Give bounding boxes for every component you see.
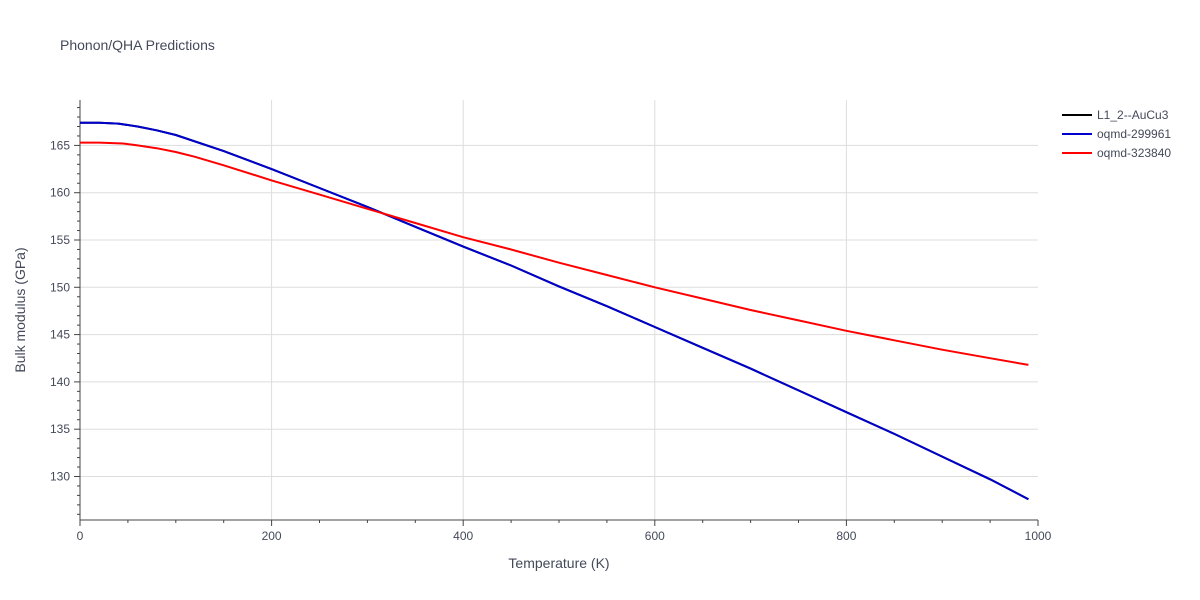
x-tick-label: 600 <box>645 529 665 543</box>
x-tick-label: 200 <box>262 529 282 543</box>
chart-title: Phonon/QHA Predictions <box>60 37 215 53</box>
y-tick-label: 150 <box>50 280 70 294</box>
x-axis-title: Temperature (K) <box>508 555 609 571</box>
legend-label: L1_2--AuCu3 <box>1097 108 1169 122</box>
series-line-L1_2--AuCu3[interactable] <box>80 121 1029 501</box>
y-tick-label: 160 <box>50 186 70 200</box>
legend-item[interactable]: oqmd-323840 <box>1062 146 1171 160</box>
x-tick-label: 800 <box>836 529 856 543</box>
x-tick-label: 1000 <box>1025 529 1052 543</box>
y-tick-label: 155 <box>50 233 70 247</box>
legend-item[interactable]: oqmd-299961 <box>1062 127 1171 141</box>
x-tick-label: 400 <box>453 529 473 543</box>
y-tick-label: 140 <box>50 375 70 389</box>
series-group <box>80 121 1029 501</box>
y-tick-label: 165 <box>50 138 70 152</box>
y-axis-title: Bulk modulus (GPa) <box>12 247 28 372</box>
y-tick-label: 130 <box>50 469 70 483</box>
grid <box>80 100 1038 520</box>
x-tick-label: 0 <box>77 529 84 543</box>
axes: 0 200 400 600 800 1000 130 135 140 145 150 155 160 16… <box>50 100 1052 543</box>
legend-item[interactable]: L1_2--AuCu3 <box>1062 108 1169 122</box>
legend-label: oqmd-323840 <box>1097 146 1171 160</box>
series-line-oqmd-323840[interactable] <box>80 141 1029 366</box>
y-tick-label: 145 <box>50 328 70 342</box>
legend[interactable]: L1_2--AuCu3 oqmd-299961 oqmd-323840 <box>1062 108 1171 160</box>
legend-label: oqmd-299961 <box>1097 127 1171 141</box>
series-line-oqmd-299961[interactable] <box>80 121 1029 501</box>
y-tick-label: 135 <box>50 422 70 436</box>
